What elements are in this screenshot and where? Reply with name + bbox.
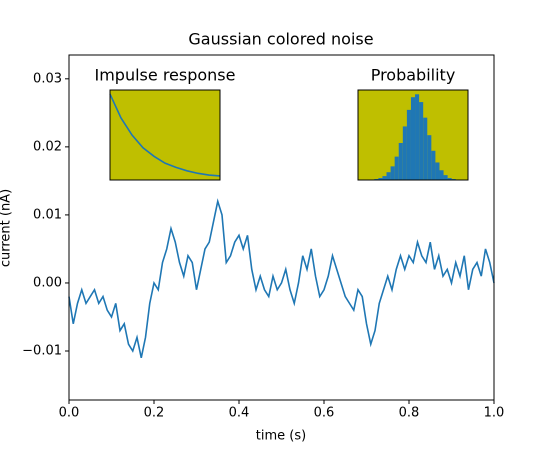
- inset-bar: [419, 102, 424, 180]
- inset-bar: [394, 156, 399, 180]
- inset-bar: [447, 178, 452, 180]
- inset-frame: [357, 89, 469, 181]
- y-tick-label: 0.03: [33, 71, 62, 86]
- x-tick-label: 0.0: [59, 406, 80, 421]
- x-tick-label: 0.2: [144, 406, 165, 421]
- inset-bar: [443, 175, 448, 180]
- inset-bar: [427, 135, 432, 180]
- x-tick-label: 0.4: [229, 406, 250, 421]
- data-line: [68, 198, 495, 358]
- x-tick-label: 1.0: [484, 406, 505, 421]
- inset-bar: [382, 176, 387, 180]
- inset-title: Impulse response: [95, 66, 236, 85]
- inset-bar: [390, 166, 395, 180]
- inset-bar: [410, 97, 416, 180]
- inset-bar: [398, 142, 403, 180]
- y-tick-label: 0.01: [33, 207, 62, 222]
- x-axis-label: time (s): [256, 429, 306, 444]
- y-tick-label: −0.01: [22, 344, 62, 359]
- y-tick-label: 0.02: [33, 139, 62, 154]
- inset-bar: [431, 150, 436, 180]
- y-axis-label: current (nA): [0, 189, 14, 267]
- inset-bar: [378, 178, 383, 180]
- inset-bar: [439, 170, 444, 180]
- inset-bar: [406, 109, 411, 180]
- y-tick-label: 0.00: [33, 275, 62, 290]
- inset-frame: [109, 89, 221, 181]
- inset-background: [110, 90, 220, 180]
- inset-line: [109, 93, 221, 177]
- inset-bar: [402, 126, 407, 180]
- plot-frame: [68, 54, 495, 401]
- inset-bar: [423, 117, 428, 180]
- x-tick-label: 0.6: [314, 406, 335, 421]
- inset-bar: [415, 94, 420, 180]
- inset-title: Probability: [371, 66, 456, 85]
- chart-title: Gaussian colored noise: [188, 30, 373, 49]
- x-tick-label: 0.8: [399, 406, 420, 421]
- inset-bar: [386, 172, 391, 180]
- inset-bar: [435, 162, 440, 180]
